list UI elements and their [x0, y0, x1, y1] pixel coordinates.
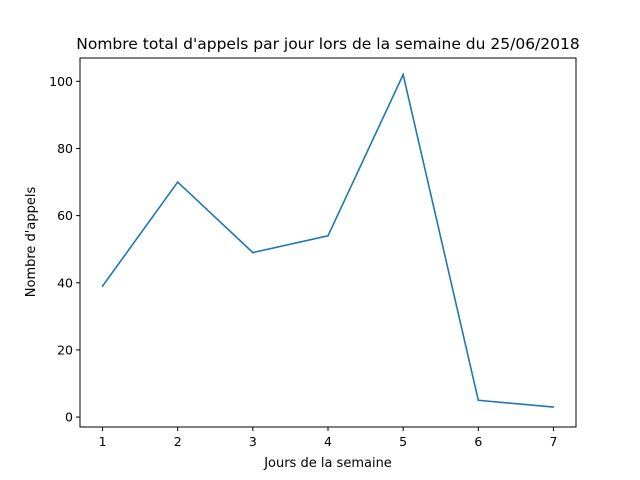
x-axis-ticks: 1 2 3 4 5 6 7: [99, 427, 557, 449]
x-tick-label: 1: [99, 434, 107, 449]
data-point: [327, 234, 329, 237]
y-tick-label: 0: [65, 410, 73, 425]
x-tick-label: 2: [174, 434, 182, 449]
y-axis-ticks: 0 20 40 60 80 100: [49, 74, 80, 425]
x-tick-label: 6: [474, 434, 482, 449]
x-tick-label: 3: [249, 434, 257, 449]
data-point: [252, 251, 254, 254]
data-point: [402, 73, 404, 76]
x-tick-label: 5: [399, 434, 407, 449]
x-tick-label: 4: [324, 434, 332, 449]
plot-area: 1 2 3 4 5 6 7 0 20 40 60 80 100: [49, 57, 577, 449]
y-tick-label: 40: [57, 275, 73, 290]
y-tick-label: 60: [57, 208, 73, 223]
data-point: [101, 285, 104, 287]
y-tick-label: 100: [49, 74, 73, 89]
series-points: [101, 73, 555, 408]
data-point: [176, 181, 179, 183]
x-tick-label: 7: [549, 434, 557, 449]
y-tick-label: 20: [57, 342, 73, 357]
chart-title: Nombre total d'appels par jour lors de l…: [76, 35, 579, 53]
data-point: [477, 399, 480, 402]
y-axis-label: Nombre d'appels: [24, 187, 39, 298]
data-point: [552, 406, 555, 408]
plot-frame: [79, 57, 577, 428]
y-tick-label: 80: [57, 141, 73, 156]
x-axis-label: Jours de la semaine: [263, 456, 392, 471]
